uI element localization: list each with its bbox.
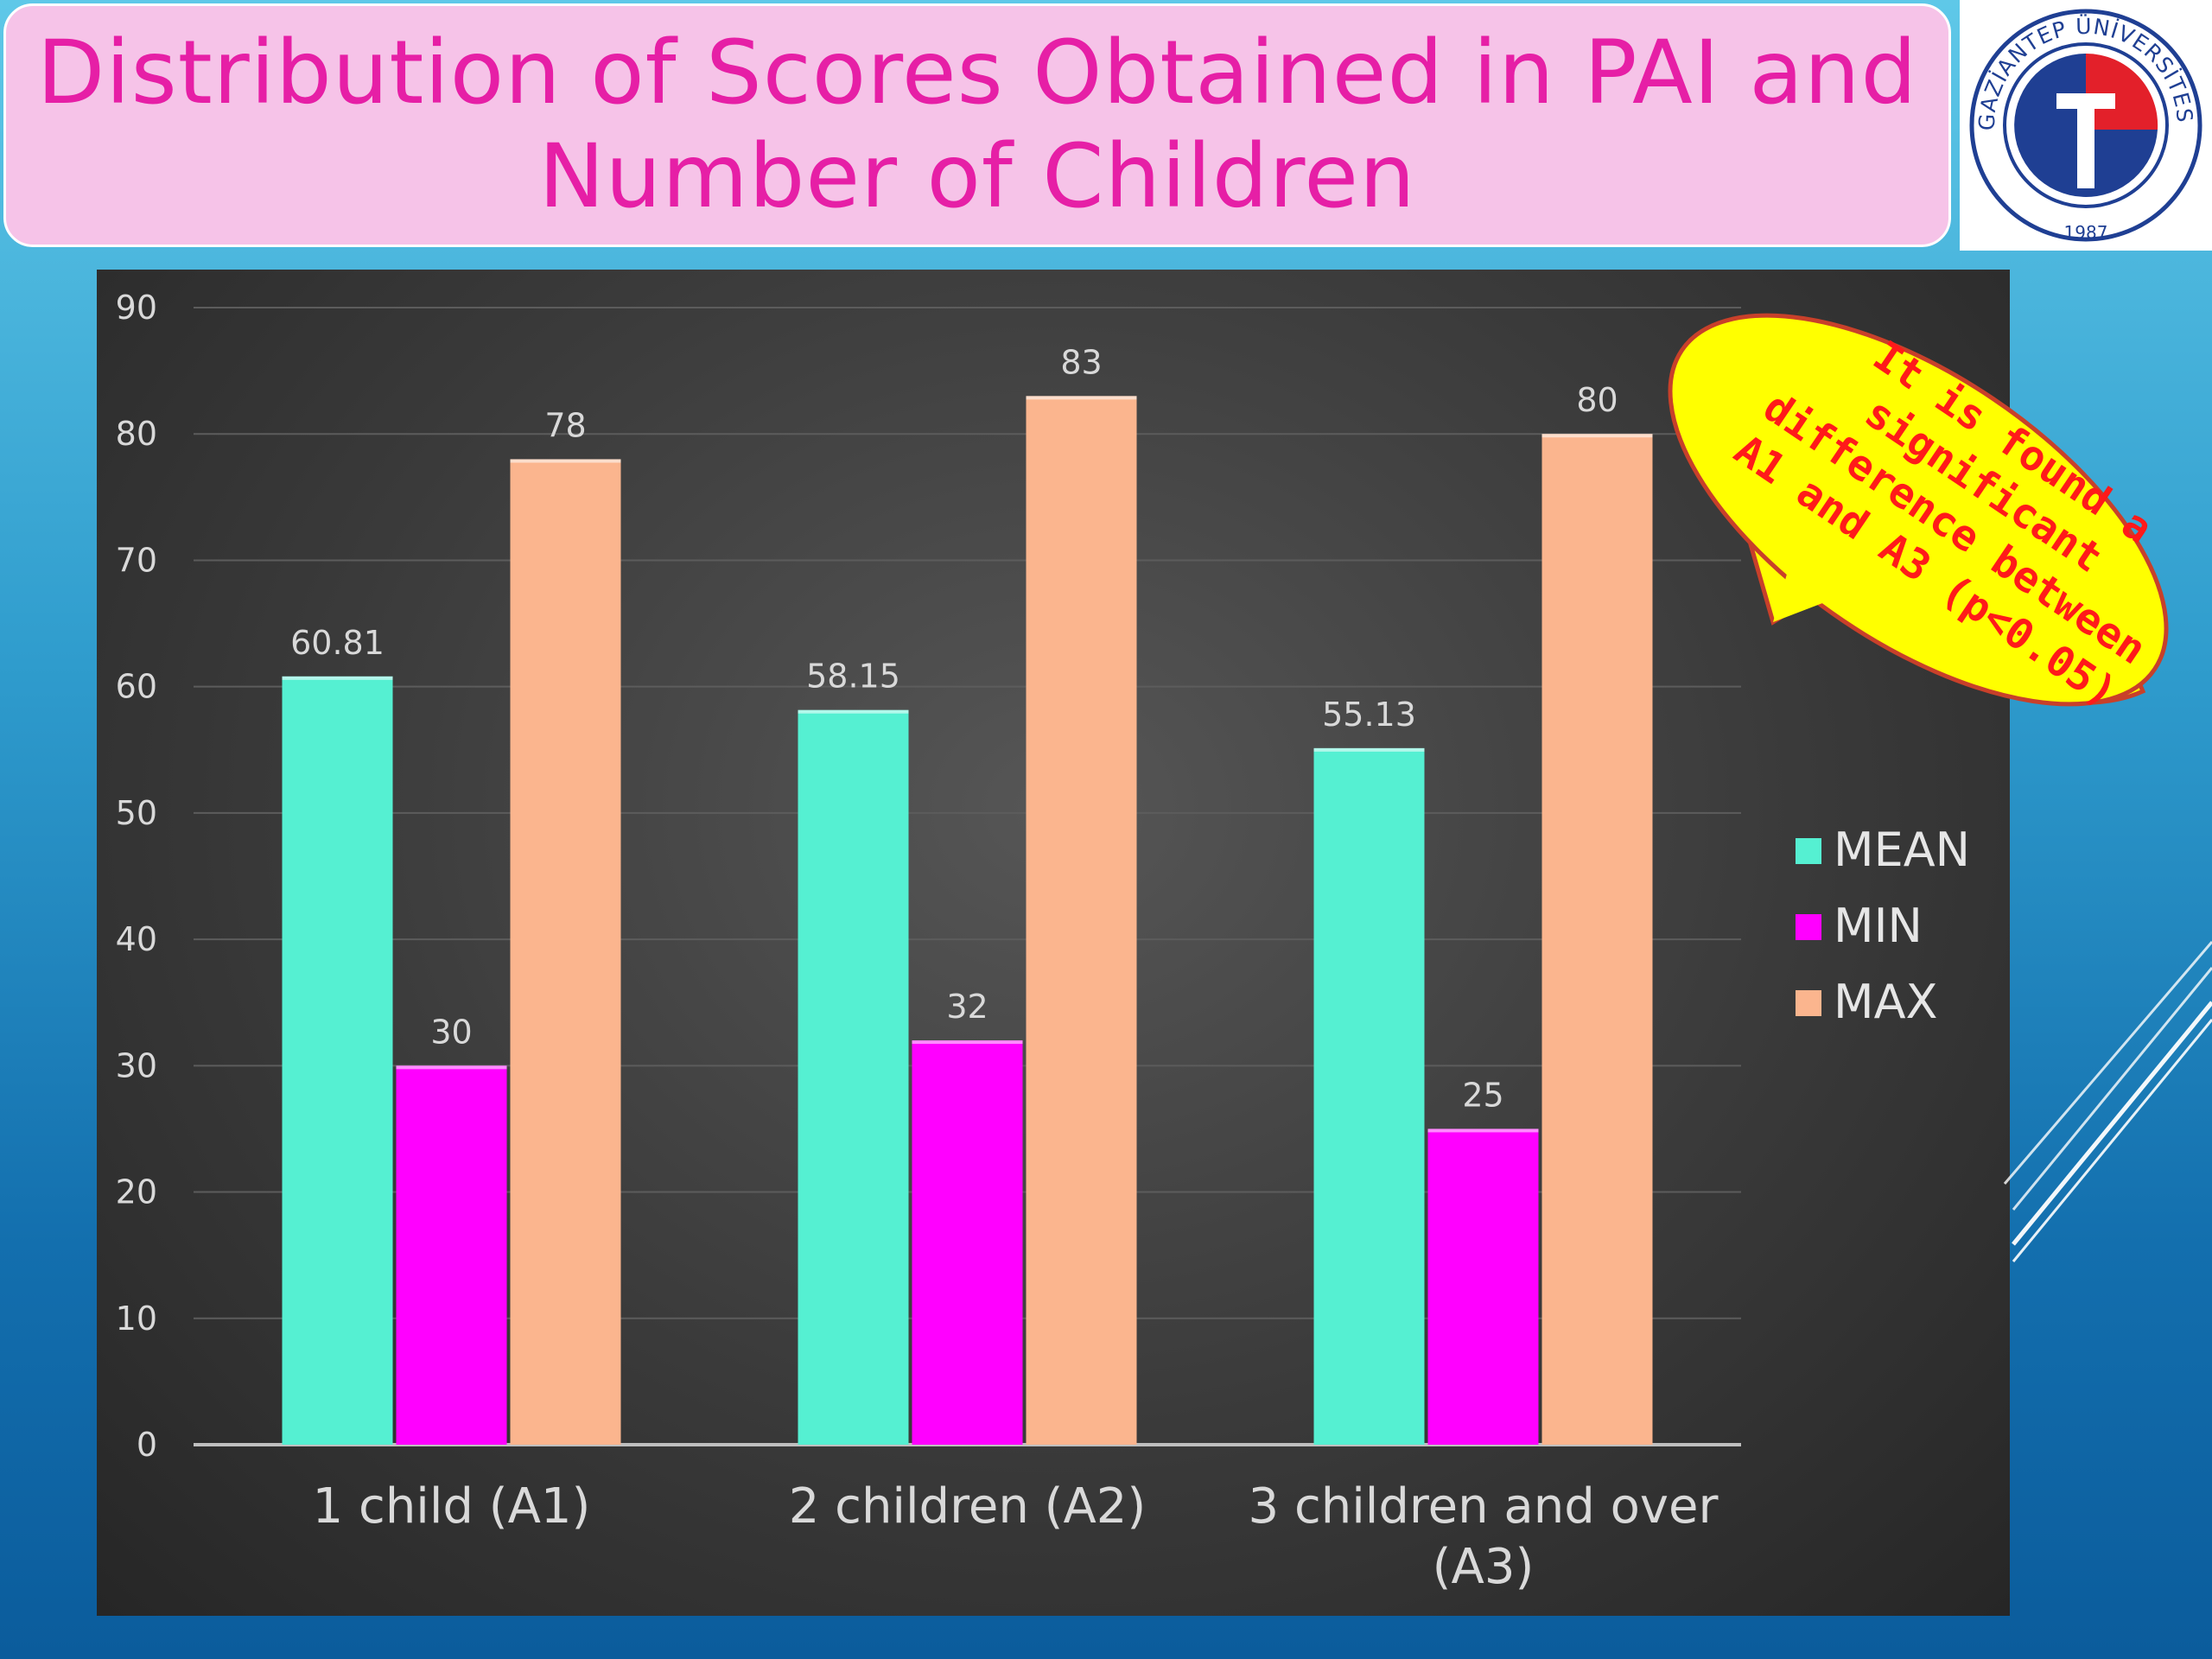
x-axis-categories: 1 child (A1) 2 children (A2) 3 children an…	[313, 1478, 1719, 1595]
data-label: 83	[1060, 343, 1102, 381]
data-label: 60.81	[290, 624, 385, 662]
logo-year: 1987	[2064, 222, 2108, 243]
data-label: 30	[430, 1013, 472, 1051]
bar-mean	[798, 709, 909, 1445]
y-tick-label: 40	[116, 920, 157, 958]
category-label: (A3)	[1433, 1539, 1535, 1595]
bar-min	[1427, 1128, 1539, 1445]
title-line-2: Number of Children	[538, 125, 1416, 228]
bar-highlight	[396, 1065, 507, 1070]
bar-mean	[1313, 747, 1425, 1445]
bar-highlight	[1026, 396, 1137, 400]
legend-swatch-max	[1796, 990, 1821, 1016]
data-label: 80	[1576, 381, 1618, 419]
slide-title: Distribution of Scores Obtained in PAI a…	[37, 22, 1917, 229]
y-axis-ticks: 0 10 20 30 40 50 60 70 80 90	[116, 289, 157, 1464]
bar-max	[510, 459, 621, 1445]
legend-label-mean: MEAN	[1834, 823, 1970, 877]
bars	[282, 396, 1653, 1446]
bar-highlight	[912, 1040, 1023, 1045]
bar-highlight	[282, 676, 393, 680]
data-label: 55.13	[1322, 696, 1416, 734]
decorative-stripes	[2003, 941, 2212, 1262]
university-logo: GAZİANTEP ÜNİVERSİTESİ 1987	[1956, 0, 2212, 251]
category-label: 1 child (A1)	[313, 1478, 591, 1535]
bar-min	[912, 1040, 1023, 1445]
chart-panel: 0 10 20 30 40 50 60 70 80 90 60.81 30 78 58.15 32 83 55…	[97, 270, 2010, 1616]
title-line-1: Distribution of Scores Obtained in PAI a…	[36, 22, 1918, 124]
bar-chart: 0 10 20 30 40 50 60 70 80 90 60.81 30 78 58.15 32 83 55…	[116, 289, 1970, 1595]
legend-label-max: MAX	[1834, 975, 1938, 1029]
y-tick-label: 70	[116, 541, 157, 579]
data-label: 78	[544, 406, 586, 444]
y-tick-label: 80	[116, 415, 157, 453]
legend-swatch-mean	[1796, 838, 1821, 864]
bar-mean	[282, 676, 393, 1445]
category-label: 2 children (A2)	[789, 1478, 1147, 1535]
bar-highlight	[798, 709, 909, 714]
y-tick-label: 30	[116, 1046, 157, 1084]
data-label: 32	[946, 988, 988, 1026]
bar-highlight	[1541, 434, 1653, 438]
bar-max	[1026, 396, 1137, 1445]
data-labels: 60.81 30 78 58.15 32 83 55.13 25 80	[290, 343, 1618, 1114]
y-tick-label: 60	[116, 668, 157, 706]
bar-highlight	[1427, 1128, 1539, 1133]
bar-max	[1541, 434, 1653, 1446]
data-label: 25	[1462, 1076, 1503, 1114]
y-tick-label: 50	[116, 794, 157, 832]
y-tick-label: 90	[116, 289, 157, 327]
legend-swatch-min	[1796, 914, 1821, 940]
y-tick-label: 10	[116, 1300, 157, 1338]
y-tick-label: 20	[116, 1173, 157, 1211]
data-label: 58.15	[806, 658, 900, 696]
y-tick-label: 0	[137, 1426, 157, 1464]
bar-highlight	[510, 459, 621, 463]
bar-min	[396, 1065, 507, 1445]
legend-label-min: MIN	[1834, 899, 1923, 953]
university-seal-icon: GAZİANTEP ÜNİVERSİTESİ 1987	[1956, 0, 2202, 243]
category-label: 3 children and over	[1249, 1478, 1719, 1535]
bar-highlight	[1313, 747, 1425, 752]
title-banner: Distribution of Scores Obtained in PAI a…	[3, 3, 1951, 247]
legend: MEAN MIN MAX	[1796, 823, 1970, 1029]
